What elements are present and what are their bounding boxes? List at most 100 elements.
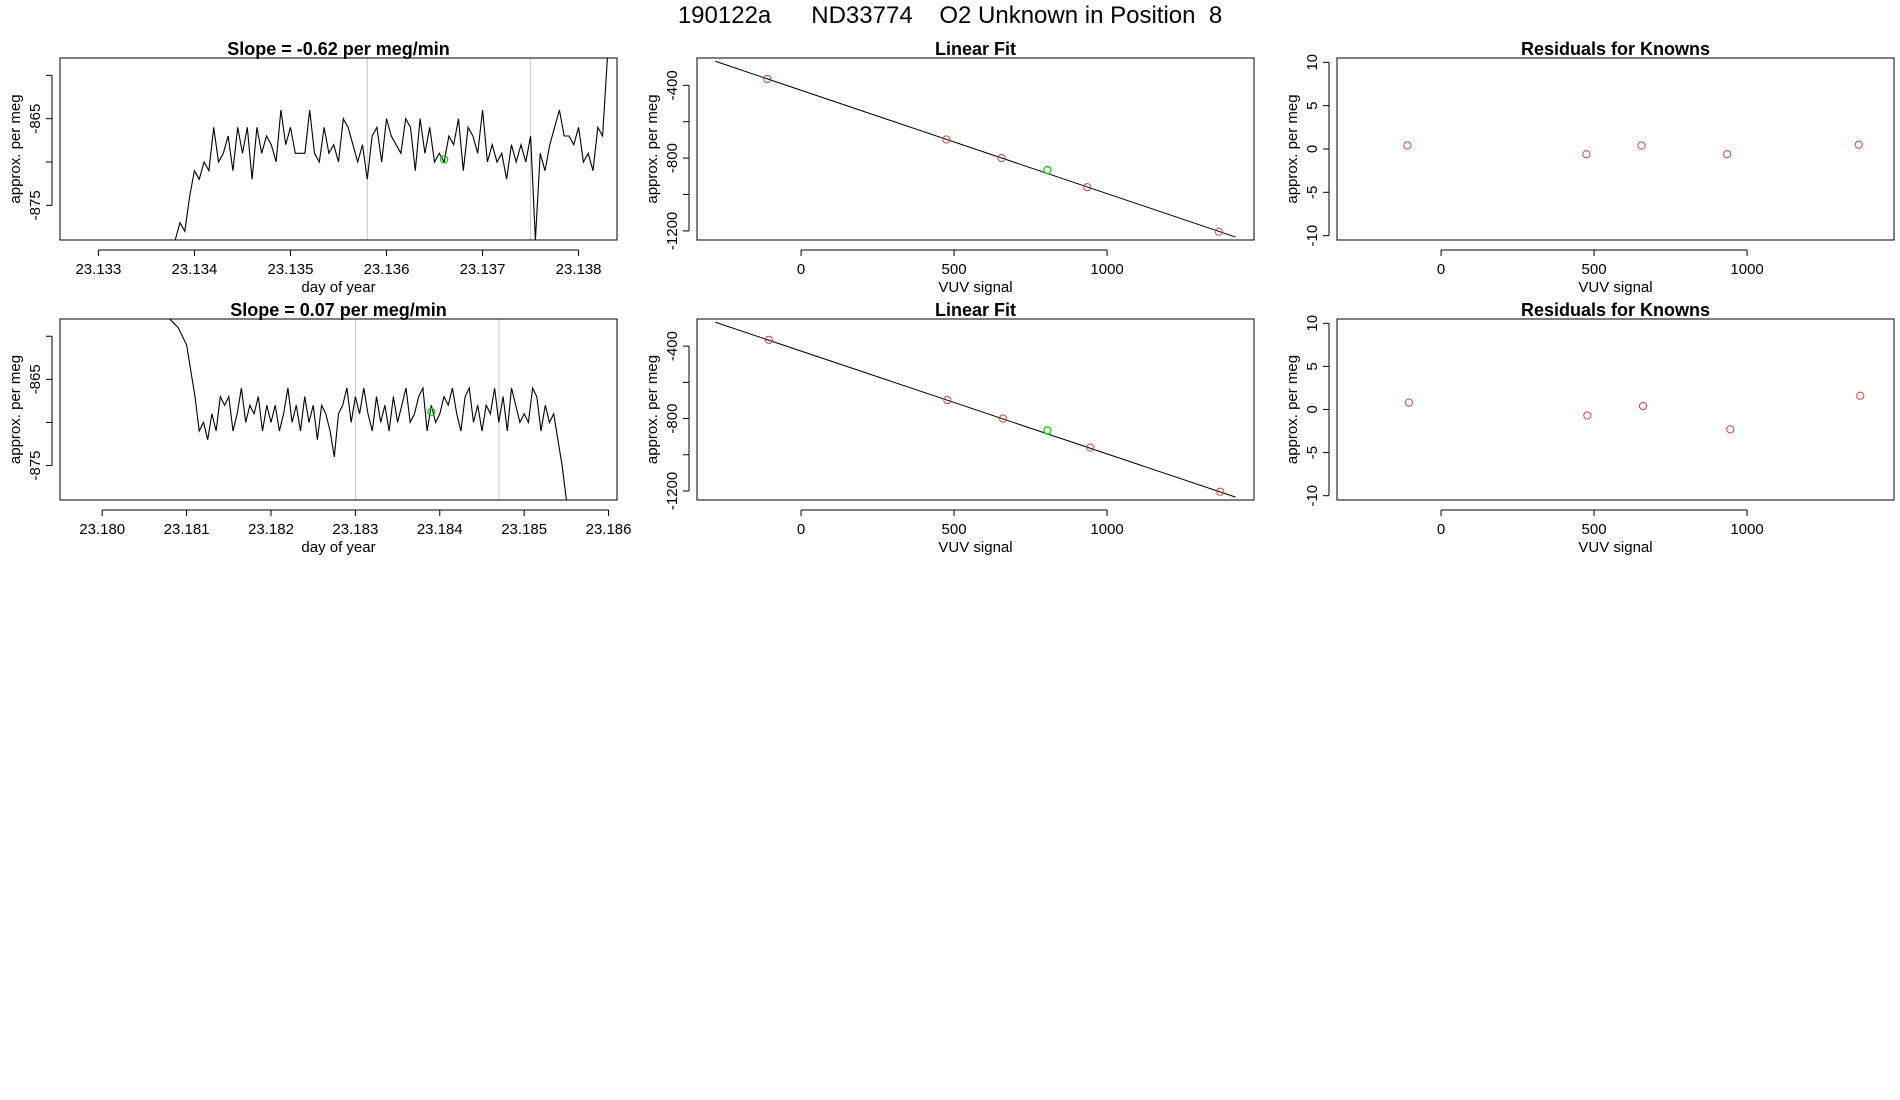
x-tick-label: 0 xyxy=(797,521,805,538)
plot-frame xyxy=(59,318,618,501)
x-tick-label: 23.138 xyxy=(556,261,602,278)
x-tick-label: 23.186 xyxy=(586,521,632,538)
data-point xyxy=(998,414,1008,423)
x-tick-label: 23.184 xyxy=(417,521,463,538)
y-tick-label: 5 xyxy=(1304,362,1321,370)
plot-frame xyxy=(1336,57,1895,241)
x-tick-label: 1000 xyxy=(1090,261,1123,278)
x-tick-label: 500 xyxy=(942,261,967,278)
x-tick-label: 23.137 xyxy=(460,261,506,278)
data-point xyxy=(1583,411,1592,420)
data-point xyxy=(763,74,772,84)
y-tick-label: 10 xyxy=(1304,315,1321,332)
x-tick-label: 1000 xyxy=(1090,521,1123,538)
data-point xyxy=(1403,141,1412,150)
data-point xyxy=(1638,401,1648,411)
x-tick-label: 23.181 xyxy=(164,521,210,538)
panel-residuals-1: 0 500 1000 -10 -5 0 5 10 Residuals for Knowns VUV… xyxy=(1284,39,1895,296)
plot-frame xyxy=(696,57,1255,241)
y-tick-label: -5 xyxy=(1304,186,1321,199)
data-point xyxy=(1086,443,1095,452)
y-tick-label: -865 xyxy=(27,104,44,134)
x-tick-label: 23.133 xyxy=(75,261,121,278)
x-tick-label: 23.180 xyxy=(79,521,125,538)
x-tick-label: 0 xyxy=(1437,261,1445,278)
x-axis-label: VUV signal xyxy=(1578,279,1652,296)
panel-title: Slope = -0.62 per meg/min xyxy=(227,39,450,59)
y-axis-label: approx. per meg xyxy=(7,355,24,464)
x-tick-label: 500 xyxy=(942,521,967,538)
y-tick-label: 5 xyxy=(1304,101,1321,109)
y-tick-label: -1200 xyxy=(664,212,681,250)
data-point xyxy=(1856,391,1865,400)
x-tick-label: 23.183 xyxy=(332,521,378,538)
x-axis-label: VUV signal xyxy=(938,539,1012,556)
data-point xyxy=(1404,398,1414,407)
y-tick-label: -1200 xyxy=(664,472,681,510)
panel-linear-fit-1: 0 500 1000 -1200 -800 -400 Linear Fit VUV signa… xyxy=(644,39,1255,296)
x-tick-label: 1000 xyxy=(1730,261,1763,278)
y-tick-label: -875 xyxy=(27,190,44,220)
y-axis-label: approx. per meg xyxy=(1284,94,1301,203)
y-tick-label: 0 xyxy=(1304,405,1321,413)
data-point xyxy=(1854,140,1863,149)
y-axis-label: approx. per meg xyxy=(7,94,24,203)
panel-slope-2: 23.180 23.181 23.182 23.183 23.184 23.185 23.1… xyxy=(7,300,632,556)
y-axis-label: approx. per meg xyxy=(644,94,661,203)
y-tick-label: -5 xyxy=(1304,446,1321,459)
y-axis-label: approx. per meg xyxy=(1284,355,1301,464)
data-point xyxy=(943,395,952,405)
x-axis-label: VUV signal xyxy=(938,279,1012,296)
highlight-point xyxy=(427,407,436,417)
data-point xyxy=(942,135,951,144)
x-axis-label: day of year xyxy=(301,279,375,296)
data-point xyxy=(1582,150,1591,159)
fit-line xyxy=(715,321,1236,498)
data-point xyxy=(1637,141,1646,150)
y-tick-label: -800 xyxy=(664,404,681,434)
fit-line xyxy=(715,60,1236,238)
y-tick-label: -400 xyxy=(664,331,681,361)
y-tick-label: -10 xyxy=(1304,225,1321,247)
x-axis-label: VUV signal xyxy=(1578,539,1652,556)
x-tick-label: 500 xyxy=(1582,521,1607,538)
x-tick-label: 23.136 xyxy=(364,261,410,278)
y-tick-label: 10 xyxy=(1304,54,1321,71)
series-line xyxy=(169,319,567,500)
plot-frame xyxy=(696,318,1255,501)
y-tick-label: -10 xyxy=(1304,485,1321,507)
plot-frame xyxy=(59,57,618,241)
highlight-point xyxy=(439,155,449,164)
data-point xyxy=(1726,425,1735,434)
plot-frame xyxy=(1336,318,1895,501)
data-point xyxy=(997,154,1006,163)
x-tick-label: 23.185 xyxy=(501,521,547,538)
panel-title: Linear Fit xyxy=(935,300,1016,320)
y-tick-label: 0 xyxy=(1304,145,1321,153)
x-axis-label: day of year xyxy=(301,539,375,556)
data-point xyxy=(764,335,774,344)
data-point xyxy=(1214,227,1223,236)
x-tick-label: 23.134 xyxy=(172,261,218,278)
data-point xyxy=(1216,487,1225,496)
panel-residuals-2: 0 500 1000 -10 -5 0 5 10 Residuals for Knowns VUV… xyxy=(1284,300,1895,556)
x-tick-label: 23.135 xyxy=(268,261,314,278)
x-tick-label: 0 xyxy=(1437,521,1445,538)
y-tick-label: -800 xyxy=(664,143,681,173)
data-point xyxy=(1083,183,1092,192)
x-tick-label: 23.182 xyxy=(248,521,294,538)
x-tick-label: 1000 xyxy=(1730,521,1763,538)
panel-title: Linear Fit xyxy=(935,39,1016,59)
y-tick-label: -875 xyxy=(27,451,44,481)
panel-title: Slope = 0.07 per meg/min xyxy=(230,300,447,320)
figure-title: 190122a ND33774 O2 Unknown in Position 8 xyxy=(677,2,1223,29)
y-axis-label: approx. per meg xyxy=(644,355,661,464)
highlight-point xyxy=(1043,426,1052,435)
y-tick-label: -400 xyxy=(664,70,681,100)
x-tick-label: 500 xyxy=(1582,261,1607,278)
panel-title: Residuals for Knowns xyxy=(1521,39,1710,59)
panel-title: Residuals for Knowns xyxy=(1521,300,1710,320)
data-point xyxy=(1723,150,1732,159)
y-tick-label: -865 xyxy=(27,364,44,394)
